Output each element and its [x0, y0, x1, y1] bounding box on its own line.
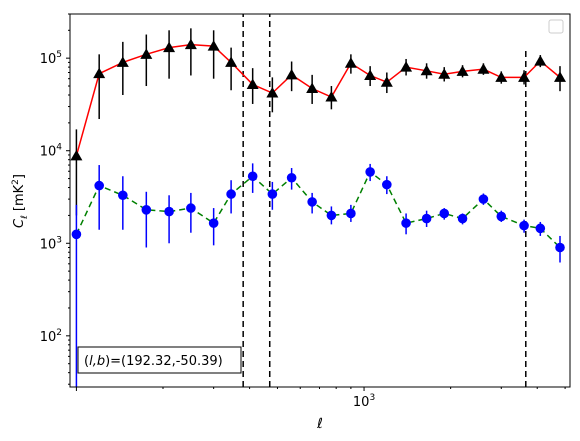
marker-circle-1-2 [118, 190, 128, 201]
annotation-text: (l,b)=(192.32,-50.39) [84, 354, 223, 369]
marker-circle-1-11 [307, 197, 317, 207]
marker-circle-1-21 [496, 211, 507, 222]
y-tick-label-2: 104 [40, 143, 63, 160]
marker-triangle-0-15 [380, 76, 393, 87]
marker-triangle-0-17 [420, 64, 433, 76]
marker-triangle-0-10 [285, 68, 298, 80]
marker-triangle-0-21 [495, 71, 508, 82]
marker-triangle-0-16 [400, 61, 413, 72]
data-series [70, 28, 567, 387]
marker-triangle-0-4 [163, 41, 176, 53]
marker-circle-1-13 [346, 208, 356, 219]
marker-circle-1-0 [71, 229, 82, 240]
marker-circle-1-23 [535, 223, 546, 234]
marker-circle-1-4 [164, 206, 174, 217]
marker-triangle-0-12 [325, 91, 338, 102]
marker-circle-1-10 [286, 172, 297, 183]
marker-triangle-0-19 [456, 65, 469, 76]
marker-triangle-0-0 [70, 149, 83, 161]
marker-triangle-0-8 [246, 78, 259, 89]
marker-triangle-0-9 [266, 87, 279, 98]
vertical-lines [242, 14, 527, 387]
marker-triangle-0-24 [554, 71, 567, 82]
marker-circle-1-1 [94, 180, 104, 191]
marker-circle-1-15 [382, 179, 392, 190]
marker-triangle-0-18 [438, 68, 451, 79]
coordinate-annotation: (l,b)=(192.32,-50.39) [77, 346, 242, 374]
marker-circle-1-6 [208, 218, 219, 228]
marker-triangle-0-7 [225, 56, 238, 67]
x-tick-label-0: 103 [353, 393, 375, 410]
marker-circle-1-9 [267, 189, 278, 199]
marker-triangle-0-22 [518, 71, 531, 82]
marker-circle-1-8 [247, 171, 258, 182]
marker-circle-1-3 [141, 204, 152, 215]
marker-circle-1-24 [555, 242, 565, 253]
marker-triangle-0-20 [477, 63, 490, 74]
marker-circle-1-5 [186, 203, 196, 213]
marker-triangle-0-2 [116, 56, 129, 67]
y-axis-label: Cℓ [mK2] [11, 174, 30, 228]
marker-triangle-0-1 [93, 67, 106, 79]
legend [548, 19, 564, 34]
marker-circle-1-16 [401, 218, 411, 228]
marker-triangle-0-5 [184, 38, 197, 50]
series-0 [70, 28, 567, 216]
marker-circle-1-19 [457, 213, 468, 224]
marker-circle-1-22 [519, 220, 529, 231]
marker-circle-1-12 [326, 210, 337, 221]
marker-circle-1-17 [421, 213, 432, 224]
marker-triangle-0-14 [364, 69, 377, 80]
series-1 [71, 163, 565, 387]
marker-triangle-0-13 [344, 57, 357, 68]
axis-tick-labels: 102 103 104 105 103 [40, 50, 375, 410]
marker-circle-1-18 [439, 208, 450, 219]
annotation-box [77, 346, 242, 374]
plot-area [70, 14, 570, 387]
marker-triangle-0-6 [207, 40, 220, 51]
marker-circle-1-7 [226, 189, 236, 199]
legend-frame [548, 19, 564, 34]
y-tick-label-3: 105 [40, 50, 62, 67]
marker-circle-1-20 [478, 194, 489, 204]
marker-triangle-0-11 [306, 82, 319, 94]
x-axis-label: ℓ [316, 416, 323, 432]
y-tick-label-0: 102 [40, 328, 62, 345]
marker-circle-1-14 [365, 167, 375, 177]
y-tick-label-1: 103 [40, 235, 62, 252]
marker-triangle-0-3 [140, 48, 153, 59]
marker-triangle-0-23 [534, 55, 547, 66]
plot-frame [69, 13, 571, 388]
